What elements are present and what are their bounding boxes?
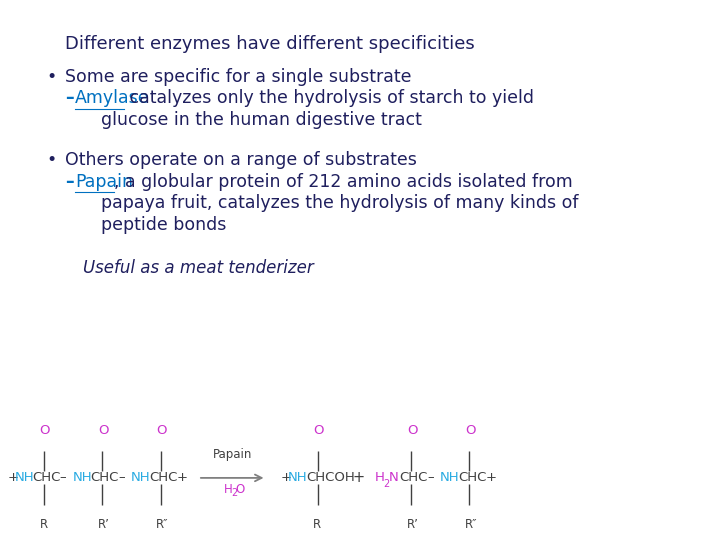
Text: CHC: CHC xyxy=(400,471,428,484)
Text: O: O xyxy=(407,424,418,437)
Text: –: – xyxy=(65,89,73,107)
Text: R’: R’ xyxy=(407,518,418,531)
Text: NH: NH xyxy=(288,471,307,484)
Text: R: R xyxy=(40,518,48,531)
Text: +: + xyxy=(281,471,292,484)
Text: O: O xyxy=(40,424,50,437)
Text: O: O xyxy=(98,424,109,437)
Text: +: + xyxy=(485,471,496,484)
Text: +: + xyxy=(353,470,365,485)
Text: 2: 2 xyxy=(230,488,237,498)
Text: CHC: CHC xyxy=(91,471,119,484)
Text: CHC: CHC xyxy=(149,471,177,484)
Text: +: + xyxy=(176,471,187,484)
Text: peptide bonds: peptide bonds xyxy=(101,216,226,234)
Text: CHC: CHC xyxy=(32,471,60,484)
Text: Amylase: Amylase xyxy=(75,89,150,107)
Text: R’: R’ xyxy=(98,518,109,531)
Text: NH: NH xyxy=(440,471,459,484)
Text: –: – xyxy=(60,471,66,484)
Text: papaya fruit, catalyzes the hydrolysis of many kinds of: papaya fruit, catalyzes the hydrolysis o… xyxy=(101,194,578,212)
Text: NH: NH xyxy=(131,471,150,484)
Text: –: – xyxy=(65,173,73,191)
Text: N: N xyxy=(389,471,399,484)
Text: R: R xyxy=(313,518,321,531)
Text: R″: R″ xyxy=(465,518,477,531)
Text: O: O xyxy=(313,424,324,437)
Text: , a globular protein of 212 amino acids isolated from: , a globular protein of 212 amino acids … xyxy=(114,173,573,191)
Text: Papain: Papain xyxy=(212,448,252,461)
Text: Papain: Papain xyxy=(75,173,133,191)
Text: CHCOH: CHCOH xyxy=(306,471,355,484)
Text: •: • xyxy=(47,68,57,85)
Text: •: • xyxy=(47,151,57,169)
Text: +: + xyxy=(7,471,18,484)
Text: O: O xyxy=(235,483,244,496)
Text: O: O xyxy=(156,424,167,437)
Text: Others operate on a range of substrates: Others operate on a range of substrates xyxy=(65,151,417,169)
Text: 2: 2 xyxy=(383,480,390,489)
Text: –: – xyxy=(118,471,125,484)
Text: catalyzes only the hydrolysis of starch to yield: catalyzes only the hydrolysis of starch … xyxy=(124,89,534,107)
Text: R″: R″ xyxy=(156,518,168,531)
Text: Different enzymes have different specificities: Different enzymes have different specifi… xyxy=(65,35,474,53)
Text: NH: NH xyxy=(73,471,92,484)
Text: H: H xyxy=(374,471,384,484)
Text: O: O xyxy=(465,424,476,437)
Text: Some are specific for a single substrate: Some are specific for a single substrate xyxy=(65,68,411,85)
Text: H: H xyxy=(223,483,233,496)
Text: NH: NH xyxy=(14,471,34,484)
Text: –: – xyxy=(427,471,433,484)
Text: CHC: CHC xyxy=(458,471,486,484)
Text: Useful as a meat tenderizer: Useful as a meat tenderizer xyxy=(83,259,313,277)
Text: glucose in the human digestive tract: glucose in the human digestive tract xyxy=(101,111,422,129)
